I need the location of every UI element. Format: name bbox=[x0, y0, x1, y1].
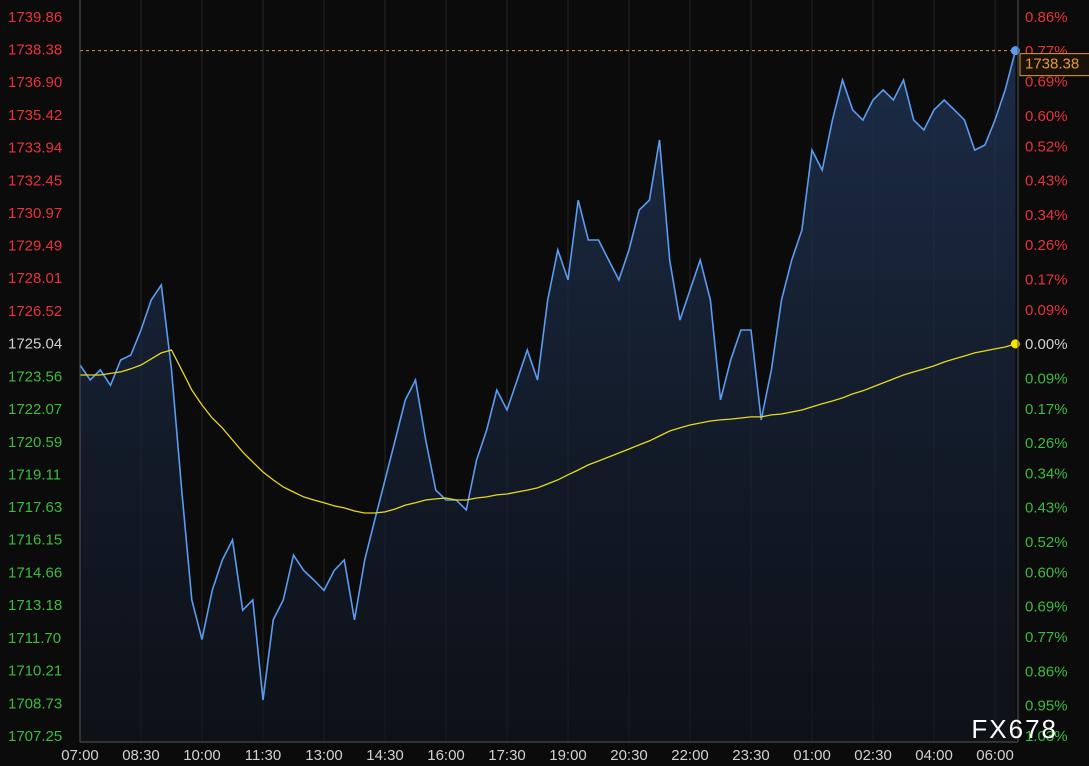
plot bbox=[79, 46, 1020, 743]
y-tick-label: 1722.07 bbox=[8, 401, 62, 418]
y2-tick-label: 0.69% bbox=[1025, 599, 1068, 616]
x-tick-label: 13:00 bbox=[305, 747, 343, 764]
y2-tick-label: 0.52% bbox=[1025, 138, 1068, 155]
y-tick-label: 1723.56 bbox=[8, 368, 62, 385]
end-marker bbox=[1010, 46, 1020, 56]
y-tick-label: 1729.49 bbox=[8, 238, 62, 255]
y-tick-label: 1739.86 bbox=[8, 9, 62, 26]
y2-tick-label: 1.03% bbox=[1025, 728, 1068, 745]
y2-tick-label: 0.60% bbox=[1025, 564, 1068, 581]
y2-tick-label: 0.09% bbox=[1025, 370, 1068, 387]
y-tick-label: 1716.15 bbox=[8, 532, 62, 549]
x-tick-label: 19:00 bbox=[549, 747, 587, 764]
y-tick-label: 1730.97 bbox=[8, 205, 62, 222]
x-tick-label: 01:00 bbox=[793, 747, 831, 764]
y-tick-label: 1708.73 bbox=[8, 695, 62, 712]
y-tick-label: 1732.45 bbox=[8, 172, 62, 189]
x-tick-label: 08:30 bbox=[122, 747, 160, 764]
y-tick-label: 1714.66 bbox=[8, 565, 62, 582]
y2-tick-label: 0.60% bbox=[1025, 108, 1068, 125]
y2-tick-label: 0.86% bbox=[1025, 663, 1068, 680]
x-tick-label: 17:30 bbox=[488, 747, 526, 764]
y-tick-label: 1720.59 bbox=[8, 434, 62, 451]
y-tick-label: 1711.70 bbox=[8, 630, 61, 647]
y2-tick-label: 0.69% bbox=[1025, 74, 1068, 91]
y2-tick-label: 0.86% bbox=[1025, 9, 1068, 26]
x-tick-label: 02:30 bbox=[854, 747, 892, 764]
y-tick-label: 1728.01 bbox=[8, 270, 62, 287]
y-tick-label: 1710.21 bbox=[8, 663, 62, 680]
x-tick-label: 07:00 bbox=[61, 747, 99, 764]
area-fill bbox=[80, 50, 1016, 743]
y2-tick-label: 0.26% bbox=[1025, 435, 1068, 452]
y2-tick-label: 0.77% bbox=[1025, 629, 1068, 646]
y-tick-label: 1733.94 bbox=[8, 139, 62, 156]
last-price-label: 1738.38 bbox=[1025, 56, 1079, 73]
y2-tick-label: 0.26% bbox=[1025, 237, 1068, 254]
end-marker bbox=[1010, 339, 1020, 349]
y2-tick-label: 0.09% bbox=[1025, 302, 1068, 319]
y-tick-label: 1717.63 bbox=[8, 499, 62, 516]
y-tick-label: 1719.11 bbox=[8, 466, 61, 483]
x-tick-label: 16:00 bbox=[427, 747, 465, 764]
y2-tick-label: 0.34% bbox=[1025, 465, 1068, 482]
x-tick-label: 22:00 bbox=[671, 747, 709, 764]
y-tick-label: 1736.90 bbox=[8, 74, 62, 91]
y2-tick-label: 0.17% bbox=[1025, 271, 1068, 288]
y-tick-label: 1735.42 bbox=[8, 107, 62, 124]
y-tick-label: 1713.18 bbox=[8, 597, 62, 614]
y2-tick-label: 0.43% bbox=[1025, 500, 1068, 517]
y-tick-label: 1738.38 bbox=[8, 42, 62, 59]
y2-tick-label: 0.95% bbox=[1025, 698, 1068, 715]
x-tick-label: 11:30 bbox=[245, 747, 281, 764]
x-tick-label: 04:00 bbox=[915, 747, 953, 764]
last-price-box bbox=[1019, 53, 1089, 77]
watermark: FX678 bbox=[971, 714, 1058, 744]
line bbox=[79, 50, 1017, 701]
y2-tick-label: 0.00% bbox=[1025, 336, 1068, 353]
y2-tick-label: 0.43% bbox=[1025, 173, 1068, 190]
x-tick-label: 06:00 bbox=[976, 747, 1014, 764]
y-tick-label: 1726.52 bbox=[8, 303, 62, 320]
x-tick-label: 14:30 bbox=[366, 747, 404, 764]
y2-tick-label: 0.34% bbox=[1025, 207, 1068, 224]
x-tick-label: 20:30 bbox=[610, 747, 648, 764]
y-tick-label: 1707.25 bbox=[8, 728, 62, 745]
y2-tick-label: 0.52% bbox=[1025, 534, 1068, 551]
line bbox=[80, 343, 1016, 514]
x-tick-label: 23:30 bbox=[732, 747, 770, 764]
y-tick-label: 1725.04 bbox=[8, 336, 62, 353]
x-tick-label: 10:00 bbox=[183, 747, 221, 764]
axes: 07:00 08:30 10:00 11:30 13:00 14:30 16:00 17:30… bbox=[8, 0, 1089, 764]
y2-tick-label: 0.17% bbox=[1025, 401, 1068, 418]
